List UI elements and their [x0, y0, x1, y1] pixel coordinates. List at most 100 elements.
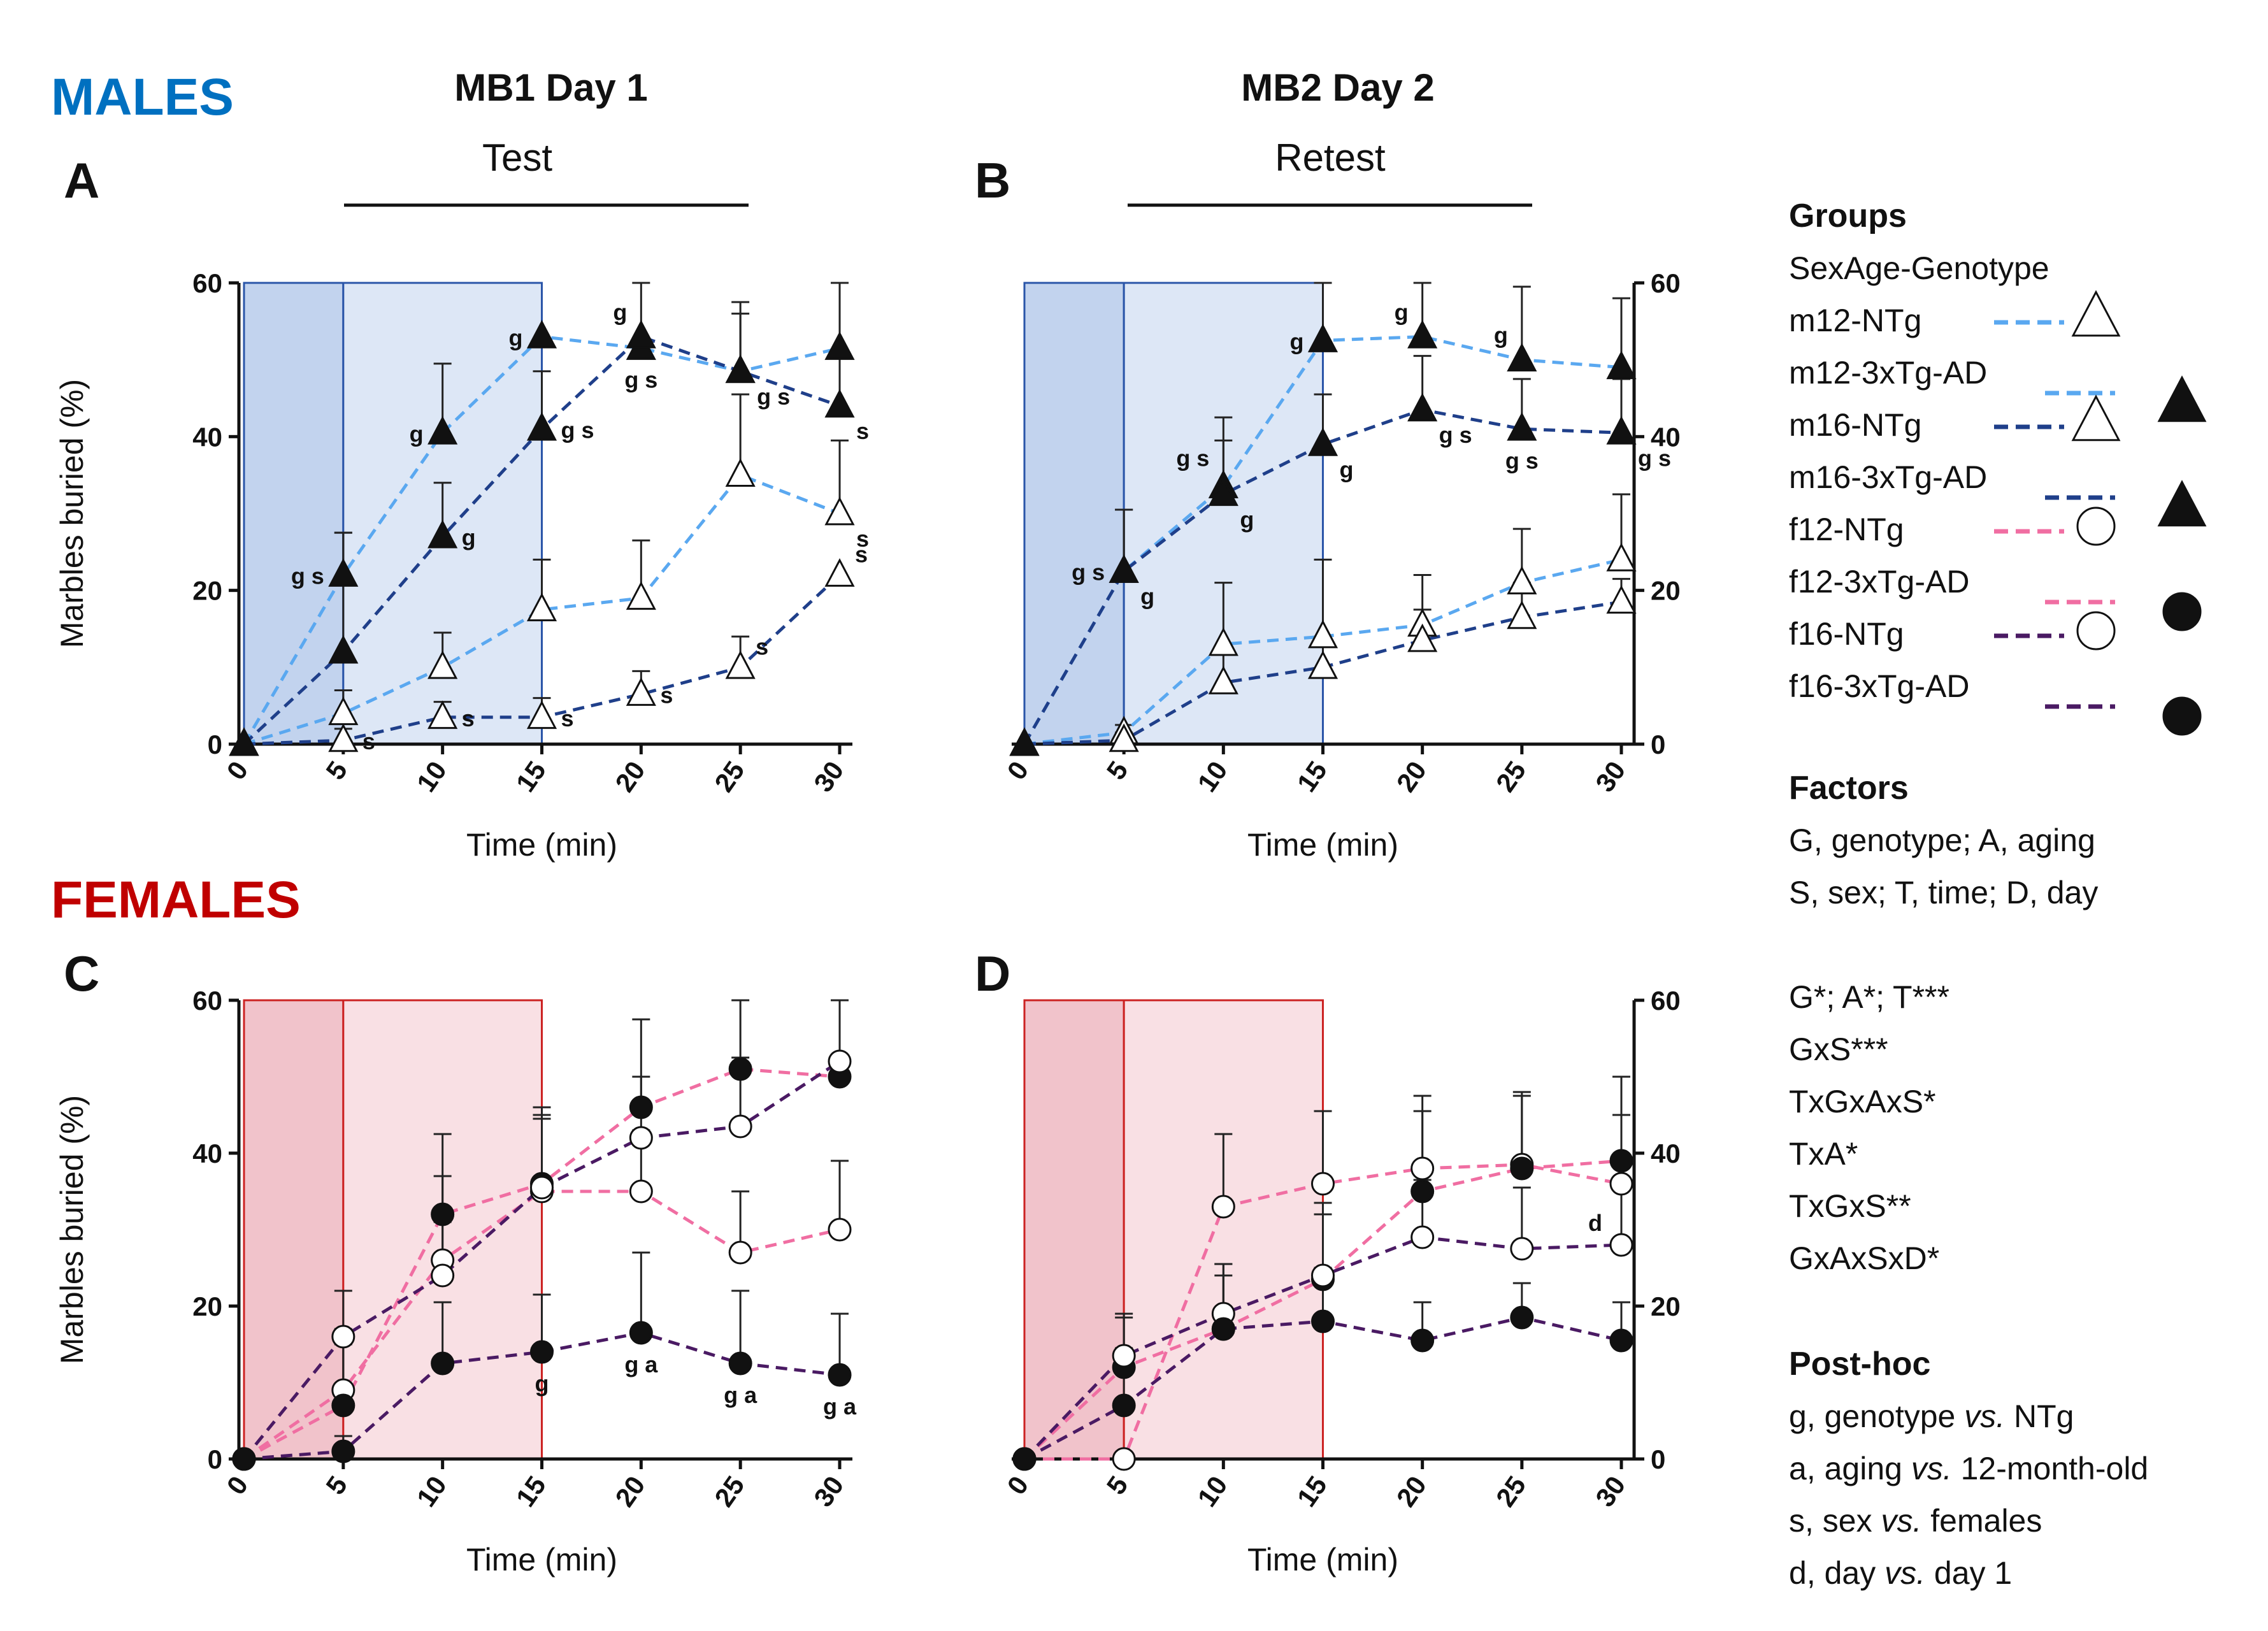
data-point	[1407, 320, 1438, 348]
significance-label: g s	[757, 384, 790, 410]
data-point	[1609, 1328, 1633, 1353]
legend-group-label: f12-3xTg-AD	[1789, 564, 1969, 600]
data-point	[1606, 350, 1637, 380]
test-label: Test	[482, 136, 552, 179]
data-point	[728, 1240, 752, 1265]
data-point	[824, 331, 855, 360]
x-tick-label: 0	[220, 1470, 254, 1500]
data-point	[331, 1393, 355, 1418]
data-point	[526, 412, 557, 441]
significance-label: g	[462, 524, 476, 550]
shade-region-early	[243, 282, 345, 745]
y-tick-label: 40	[192, 1139, 222, 1168]
shade-region-early	[1023, 282, 1125, 745]
data-point	[1609, 1172, 1633, 1196]
y-tick-label: 20	[192, 576, 222, 606]
data-point	[1507, 566, 1537, 594]
posthoc-line: d, day vs. day 1	[1789, 1555, 2012, 1591]
data-point	[626, 581, 656, 610]
data-point	[626, 320, 656, 348]
significance-label: g	[613, 299, 627, 325]
legend-group-label: m12-NTg	[1789, 303, 1921, 338]
x-tick-label: 5	[1101, 1470, 1134, 1500]
posthoc-desc: , sex	[1805, 1503, 1881, 1539]
posthoc-vs: vs.	[1884, 1555, 1925, 1591]
posthoc-ref: females	[1921, 1503, 2042, 1539]
posthoc-desc: , aging	[1807, 1451, 1911, 1486]
data-point	[824, 496, 855, 526]
data-point	[728, 1351, 752, 1376]
significance-label: g	[1140, 584, 1154, 610]
y-tick-label: 20	[1651, 1291, 1681, 1321]
data-point	[629, 1321, 653, 1345]
data-point	[232, 1447, 256, 1471]
y-tick-label: 60	[1651, 986, 1681, 1016]
panel-label: A	[64, 152, 99, 208]
x-tick-label: 10	[411, 1470, 452, 1512]
data-point	[1407, 392, 1438, 422]
x-tick-label: 15	[510, 1470, 552, 1512]
data-point	[328, 558, 359, 587]
y-tick-label: 0	[1651, 1444, 1665, 1474]
factors-line: S, sex; T, time; D, day	[1789, 875, 2098, 910]
data-point	[1609, 1233, 1633, 1257]
significance-label: g s	[1072, 559, 1105, 586]
significance-label: g a	[823, 1393, 857, 1419]
data-point	[1109, 554, 1139, 583]
shade-region-main	[1123, 999, 1324, 1460]
significance-label: g s	[624, 367, 657, 393]
data-point	[1410, 1328, 1435, 1353]
stats-line: GxAxSxD*	[1789, 1240, 1939, 1276]
significance-label: s	[856, 418, 869, 444]
x-tick-label: 0	[1001, 1470, 1034, 1500]
posthoc-ref: NTg	[2005, 1398, 2074, 1434]
posthoc-title: Post-hoc	[1789, 1346, 1930, 1383]
significance-label: d	[1588, 1210, 1602, 1236]
data-point	[530, 1175, 554, 1200]
data-point	[1606, 415, 1637, 445]
significance-label: g s	[1638, 445, 1671, 471]
significance-label: s	[856, 526, 869, 552]
y-axis-label: Marbles buried (%)	[54, 1095, 90, 1364]
shade-region-early	[1023, 999, 1125, 1460]
x-tick-label: 0	[220, 756, 254, 785]
posthoc-line: s, sex vs. females	[1789, 1503, 2042, 1539]
panel-a: A 0 20 40 60 0 5 10 15 20 25 30 Time (min) Marbles bu…	[54, 152, 869, 863]
panel-d: D 0 20 40 60 0 5 10 15 20 25 30 Time (min) d	[975, 945, 1681, 1577]
data-point	[331, 1325, 355, 1349]
y-tick-label: 60	[192, 986, 222, 1016]
posthoc-line: a, aging vs. 12-month-old	[1789, 1451, 2148, 1486]
data-point	[725, 458, 756, 487]
posthoc-letter: s	[1789, 1503, 1805, 1539]
posthoc-vs: vs.	[1964, 1398, 2005, 1434]
x-tick-label: 10	[411, 756, 452, 797]
factors-line: G, genotype; A, aging	[1789, 823, 2095, 858]
posthoc-ref: day 1	[1925, 1555, 2012, 1591]
legend-group-label: f16-NTg	[1789, 616, 1904, 652]
day2-heading: MB2 Day 2	[1241, 66, 1434, 109]
data-point	[626, 677, 656, 706]
x-tick-label: 0	[1001, 756, 1034, 785]
y-tick-label: 40	[1651, 422, 1681, 452]
y-tick-label: 40	[192, 422, 222, 452]
groups-title: Groups	[1789, 198, 1907, 234]
x-tick-label: 25	[708, 756, 750, 797]
posthoc-line: g, genotype vs. NTg	[1789, 1398, 2074, 1434]
data-point	[427, 700, 458, 729]
data-point	[328, 635, 359, 664]
data-point	[1009, 727, 1040, 756]
significance-label: g	[1395, 299, 1409, 325]
shade-region-early	[243, 999, 345, 1460]
x-tick-label: 10	[1191, 756, 1233, 797]
males-heading: MALES	[51, 68, 234, 126]
legend-group-label: f12-NTg	[1789, 512, 1904, 547]
posthoc-letter: d	[1789, 1555, 1807, 1591]
data-point	[2162, 592, 2202, 631]
data-point	[427, 519, 458, 549]
data-point	[2076, 611, 2116, 650]
x-tick-label: 5	[1101, 756, 1134, 785]
significance-label: s	[855, 542, 868, 568]
x-axis-label: Time (min)	[1247, 1542, 1398, 1577]
data-point	[1112, 1344, 1136, 1368]
significance-label: g	[1290, 329, 1304, 355]
